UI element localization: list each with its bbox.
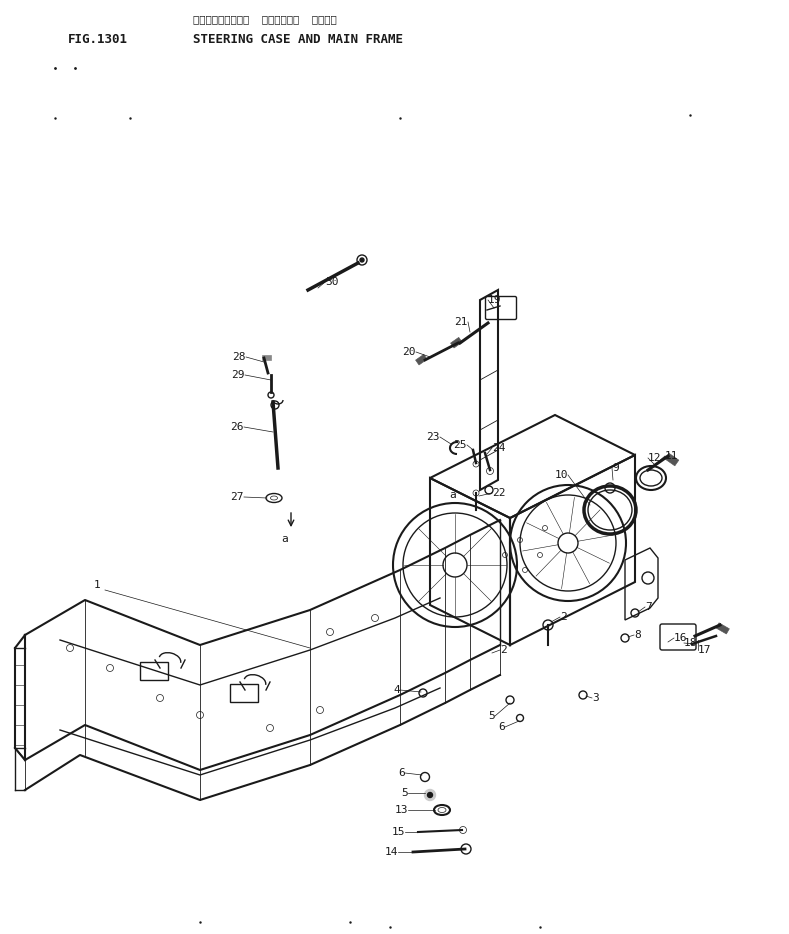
Text: 28: 28: [233, 352, 246, 362]
Text: FIG.1301: FIG.1301: [68, 33, 128, 46]
Text: 23: 23: [427, 432, 440, 442]
Text: 6: 6: [398, 768, 405, 778]
Text: 1: 1: [93, 580, 100, 590]
Bar: [716, 623, 729, 634]
Text: 21: 21: [454, 317, 468, 327]
Text: STEERING CASE AND MAIN FRAME: STEERING CASE AND MAIN FRAME: [193, 33, 403, 46]
Text: 15: 15: [391, 827, 405, 837]
Circle shape: [428, 793, 432, 798]
Bar: [451, 337, 462, 348]
Text: ステアリングケース  オヨビメイン  フレーム: ステアリングケース オヨビメイン フレーム: [193, 14, 337, 24]
Text: 19: 19: [488, 295, 502, 305]
Text: 8: 8: [634, 630, 641, 640]
Text: 24: 24: [492, 443, 506, 453]
Text: 10: 10: [555, 470, 568, 480]
Text: 5: 5: [402, 788, 408, 798]
Text: 4: 4: [393, 685, 400, 695]
Text: 2: 2: [560, 612, 567, 622]
Text: 12: 12: [648, 453, 661, 463]
Text: a: a: [449, 490, 456, 500]
Text: 3: 3: [592, 693, 599, 703]
Text: 16: 16: [674, 633, 687, 643]
Text: 22: 22: [492, 488, 506, 498]
Text: 30: 30: [325, 277, 338, 287]
Circle shape: [360, 258, 364, 262]
Text: 6: 6: [498, 722, 505, 732]
Text: a: a: [282, 534, 288, 544]
Text: 20: 20: [402, 347, 416, 357]
Text: 25: 25: [454, 440, 467, 450]
Bar: [262, 355, 271, 360]
Text: 7: 7: [645, 602, 652, 612]
Text: 27: 27: [230, 492, 244, 502]
Text: 2: 2: [500, 645, 507, 655]
Text: 26: 26: [230, 422, 244, 432]
Text: 14: 14: [384, 847, 398, 857]
Text: 17: 17: [698, 645, 712, 655]
Text: 11: 11: [665, 451, 679, 461]
Bar: [230, 684, 258, 702]
Circle shape: [424, 789, 436, 800]
Text: 13: 13: [394, 805, 408, 815]
Text: 29: 29: [231, 370, 245, 380]
Bar: [665, 453, 679, 466]
Bar: [140, 662, 168, 680]
Text: 18: 18: [684, 638, 697, 648]
Bar: [416, 354, 427, 365]
Text: 9: 9: [612, 463, 619, 473]
Text: 5: 5: [488, 711, 495, 721]
